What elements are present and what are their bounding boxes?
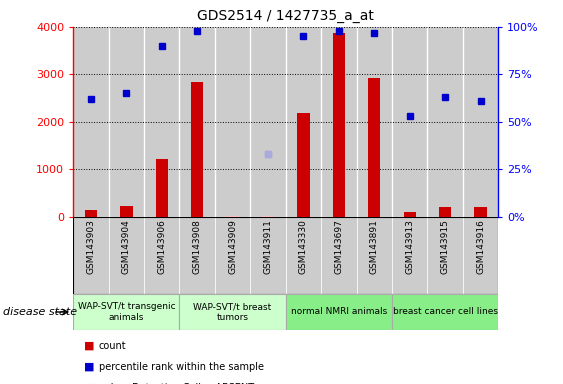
Bar [226,215,239,217]
Bar [285,217,321,294]
Bar [191,81,203,217]
Text: GSM143906: GSM143906 [157,219,166,274]
Bar [215,27,251,217]
Text: breast cancer cell lines: breast cancer cell lines [392,308,498,316]
Bar [226,215,239,217]
Bar [368,78,381,217]
Bar [321,217,356,294]
Bar [356,217,392,294]
Bar [392,294,498,330]
Bar [439,207,452,217]
Text: GSM143330: GSM143330 [299,219,308,274]
Bar [392,27,427,217]
Text: ■: ■ [84,362,95,372]
Bar [73,217,109,294]
Bar [73,294,180,330]
Bar [356,27,392,217]
Text: GSM143913: GSM143913 [405,219,414,274]
Text: value, Detection Call = ABSENT: value, Detection Call = ABSENT [99,383,254,384]
Bar [475,207,487,217]
Bar [215,217,251,294]
Text: GSM143697: GSM143697 [334,219,343,274]
Bar [180,27,215,217]
Bar [404,212,416,217]
Bar [155,159,168,217]
Bar [427,217,463,294]
Text: GSM143909: GSM143909 [228,219,237,274]
Bar [144,217,180,294]
Bar [251,217,285,294]
Bar [392,217,427,294]
Bar [73,27,109,217]
Bar [120,206,132,217]
Text: count: count [99,341,126,351]
Bar [251,27,285,217]
Bar [180,217,215,294]
Text: GSM143903: GSM143903 [86,219,95,274]
Text: ■: ■ [84,383,95,384]
Text: GSM143911: GSM143911 [263,219,272,274]
Bar [262,215,274,217]
Bar [144,27,180,217]
Bar [180,294,285,330]
Text: ■: ■ [84,341,95,351]
Bar [285,294,392,330]
Text: GSM143916: GSM143916 [476,219,485,274]
Bar [109,27,144,217]
Text: normal NMRI animals: normal NMRI animals [291,308,387,316]
Bar [109,217,144,294]
Text: disease state: disease state [3,307,77,317]
Bar [321,27,356,217]
Text: WAP-SVT/t breast
tumors: WAP-SVT/t breast tumors [194,302,272,322]
Text: percentile rank within the sample: percentile rank within the sample [99,362,263,372]
Text: GSM143908: GSM143908 [193,219,202,274]
Bar [84,210,97,217]
Bar [285,27,321,217]
Text: GSM143915: GSM143915 [441,219,450,274]
Bar [333,33,345,217]
Bar [297,113,310,217]
Text: GSM143904: GSM143904 [122,219,131,274]
Bar [262,215,274,217]
Text: WAP-SVT/t transgenic
animals: WAP-SVT/t transgenic animals [78,302,175,322]
Bar [463,27,498,217]
Title: GDS2514 / 1427735_a_at: GDS2514 / 1427735_a_at [197,9,374,23]
Text: GSM143891: GSM143891 [370,219,379,274]
Bar [463,217,498,294]
Bar [427,27,463,217]
